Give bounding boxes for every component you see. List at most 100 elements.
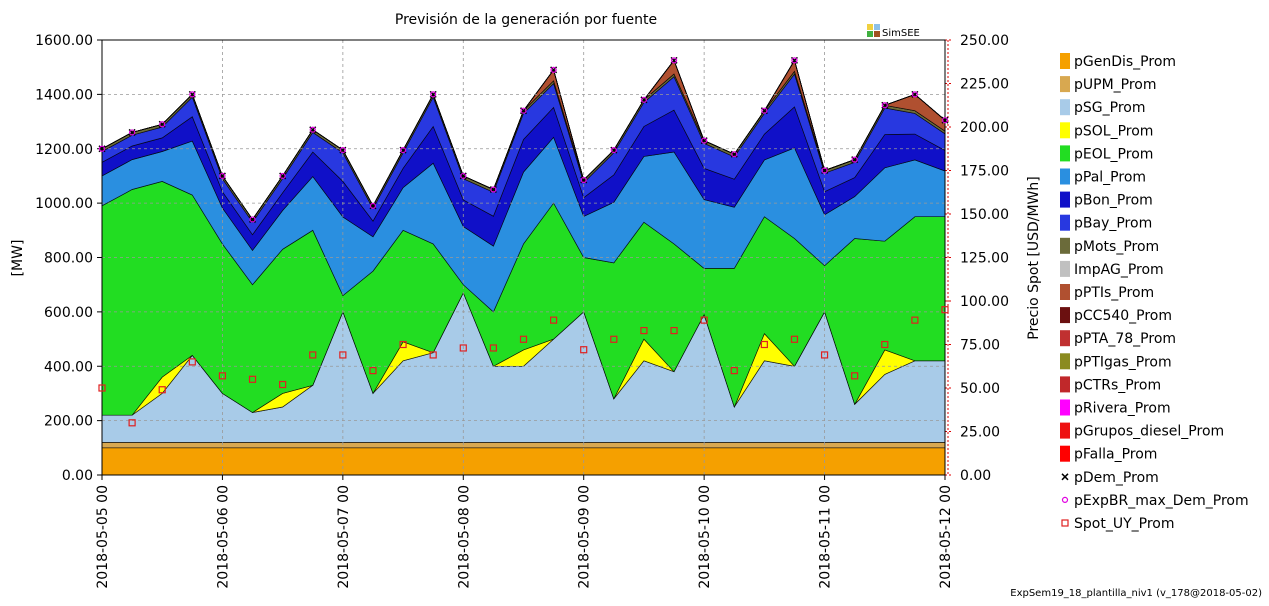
y2-tick-label: 0.00 [960, 468, 991, 484]
marker-square [941, 306, 949, 314]
marker-square [399, 340, 407, 349]
marker-square [98, 384, 106, 392]
marker-square [309, 351, 317, 359]
legend-label: Spot_UY_Prom [1074, 516, 1174, 532]
y-tick-label: 1000.00 [35, 196, 93, 212]
legend-label: pCC540_Prom [1074, 308, 1172, 324]
areas [101, 59, 946, 476]
marker-circle [399, 147, 407, 154]
marker-circle [430, 91, 437, 98]
marker-circle [761, 107, 768, 114]
x-tick-label: 2018-05-05 00 [95, 485, 111, 589]
legend-label: pGenDis_Prom [1074, 54, 1176, 70]
legend-swatch [1060, 214, 1070, 231]
marker-circle [339, 147, 346, 154]
legend-swatch [1060, 237, 1070, 254]
legend-label: pGrupos_diesel_Prom [1074, 424, 1224, 440]
marker-circle [189, 91, 196, 98]
marker-square [881, 340, 889, 349]
marker-square [760, 340, 768, 349]
legend-swatch [1060, 53, 1070, 69]
y-tick-label: 800.00 [44, 251, 93, 267]
marker-square [580, 346, 588, 354]
legend-label: pBay_Prom [1074, 216, 1152, 232]
legend-label: pFalla_Prom [1074, 447, 1157, 463]
area [101, 442, 946, 449]
x-tick-label: 2018-05-10 00 [697, 485, 713, 589]
y2-axis-label: Precio Spot [USD/MWh] [1026, 176, 1042, 340]
marker-circle [941, 117, 949, 124]
legend-swatch [1060, 260, 1070, 277]
logo-icon [867, 31, 873, 37]
marker-circle [249, 216, 256, 223]
legend-swatch [1060, 284, 1070, 300]
legend-swatch [1060, 191, 1070, 208]
legend-label: pBon_Prom [1074, 193, 1153, 209]
legend-swatch [1060, 376, 1070, 393]
legend-label: pPTIgas_Prom [1074, 354, 1172, 370]
marker-circle [369, 202, 377, 209]
legend-swatch [1060, 422, 1070, 439]
legend-swatch [1060, 353, 1070, 370]
area [101, 447, 946, 476]
legend: pGenDis_Prom pUPM_Prom pSG_Prom pSOL_Prom pE… [1060, 53, 1249, 532]
y2-tick-label: 125.00 [960, 251, 1009, 267]
logo-icon [874, 31, 880, 37]
legend-label: pRivera_Prom [1074, 401, 1171, 417]
legend-label: ImpAG_Prom [1074, 262, 1164, 278]
logo-icon [867, 24, 873, 30]
y-tick-label: 1200.00 [35, 142, 93, 158]
marker-circle [791, 57, 798, 64]
marker-circle [670, 57, 678, 64]
logo-text: SimSEE [882, 28, 920, 39]
legend-label: pEOL_Prom [1074, 146, 1153, 162]
marker-square [640, 326, 648, 335]
legend-label: pSG_Prom [1074, 100, 1145, 116]
legend-swatch [1060, 399, 1070, 416]
marker-circle [701, 137, 708, 144]
y2-tick-label: 150.00 [960, 207, 1009, 223]
marker-square [550, 316, 558, 324]
marker-circle [98, 145, 106, 152]
marker-square [279, 380, 287, 389]
marker-square [700, 316, 708, 324]
marker-circle [911, 91, 918, 98]
y2-tick-label: 225.00 [960, 77, 1009, 93]
marker-circle [490, 186, 497, 193]
marker-square [820, 351, 829, 359]
marker-circle [159, 121, 166, 128]
marker-square [429, 351, 437, 359]
marker-square [790, 335, 799, 343]
y-axis-label: [MW] [10, 240, 26, 277]
marker-square [369, 367, 377, 375]
marker-circle [550, 66, 557, 74]
marker-circle [520, 107, 527, 114]
legend-swatch [1060, 307, 1070, 324]
marker-circle [309, 126, 316, 133]
marker-square [911, 316, 919, 324]
chart-title: Previsión de la generación por fuente [395, 12, 657, 28]
marker-circle [610, 147, 617, 154]
legend-label: pDem_Prom [1074, 470, 1159, 486]
legend-label: pMots_Prom [1074, 239, 1159, 255]
legend-label: pSOL_Prom [1074, 123, 1153, 139]
marker-square [519, 335, 528, 343]
marker-square [730, 367, 738, 375]
marker-stroke [1061, 473, 1069, 481]
y-tick-label: 400.00 [44, 359, 93, 375]
marker-circle [731, 151, 738, 158]
legend-label: pPal_Prom [1074, 170, 1146, 186]
marker-square [188, 358, 196, 366]
legend-swatch [1060, 445, 1070, 462]
y2-tick-label: 75.00 [960, 338, 1000, 354]
x-tick-label: 2018-05-09 00 [577, 485, 593, 589]
legend-swatch [1060, 145, 1070, 162]
y-tick-label: 1600.00 [35, 33, 93, 49]
marker-circle [129, 129, 136, 136]
x-tick-label: 2018-05-06 00 [215, 485, 231, 589]
marker-circle [279, 172, 286, 180]
legend-swatch [1060, 99, 1070, 116]
marker-square [248, 375, 257, 383]
marker-square [158, 386, 166, 394]
